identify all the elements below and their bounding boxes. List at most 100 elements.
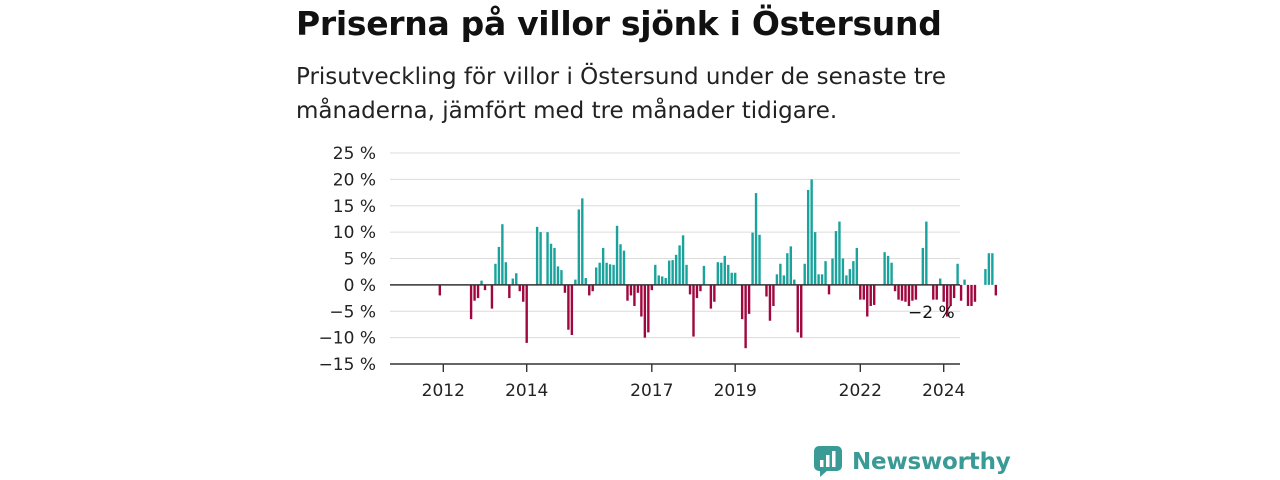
x-tick-label: 2022 <box>839 381 882 401</box>
bar <box>709 284 713 309</box>
bar <box>949 284 952 306</box>
bar <box>775 274 779 285</box>
bar <box>862 284 865 300</box>
bars <box>438 179 998 349</box>
bar <box>925 221 928 285</box>
bar <box>987 253 991 285</box>
bar <box>661 276 664 285</box>
bar <box>963 279 966 285</box>
chart-subtitle: Prisutveckling för villor i Östersund un… <box>296 64 947 124</box>
bar <box>956 263 959 285</box>
bar <box>820 274 824 285</box>
bar <box>535 226 539 285</box>
bar <box>588 284 591 296</box>
bar <box>866 284 869 317</box>
bar <box>786 253 789 285</box>
bar <box>525 284 528 343</box>
bar <box>692 284 695 337</box>
bar <box>869 284 872 306</box>
bar <box>549 243 553 285</box>
bar <box>845 275 848 285</box>
bar <box>581 198 584 285</box>
bar <box>907 284 911 306</box>
bar <box>911 284 914 301</box>
newsworthy-logo-icon <box>814 446 842 477</box>
bar <box>480 280 483 285</box>
x-tick-label: 2024 <box>922 381 965 401</box>
bar <box>782 275 786 285</box>
bar <box>810 179 813 285</box>
bar <box>508 284 511 299</box>
bar <box>768 284 772 321</box>
bar <box>595 267 598 285</box>
bar <box>685 264 688 285</box>
bar <box>942 284 945 302</box>
bar <box>553 247 556 285</box>
bar <box>556 266 560 285</box>
bar <box>893 284 897 292</box>
bar <box>848 269 852 285</box>
bar <box>834 231 838 285</box>
bar <box>803 263 806 285</box>
y-tick-label: 0 % <box>344 276 376 296</box>
bar <box>615 225 619 285</box>
bar <box>897 284 900 300</box>
bar <box>657 275 660 285</box>
bar <box>494 263 497 285</box>
bar <box>522 284 525 302</box>
bar <box>483 284 487 291</box>
bar <box>806 189 810 285</box>
x-axis-ticks: 2012 2014 2017 2019 2022 2024 <box>422 364 965 401</box>
bar <box>994 284 998 296</box>
bar <box>654 264 657 285</box>
bar <box>824 261 827 285</box>
bar <box>796 284 799 333</box>
bar <box>855 247 859 285</box>
bar <box>640 284 643 317</box>
bar <box>747 284 751 314</box>
bar <box>765 284 768 297</box>
x-tick-label: 2019 <box>714 381 757 401</box>
bar <box>688 284 692 295</box>
bar <box>699 284 702 292</box>
last-value-annotation: −2 % <box>908 303 955 323</box>
bar <box>991 253 994 285</box>
bar <box>473 284 476 301</box>
bar <box>859 284 862 300</box>
chart-title: Priserna på villor sjönk i Östersund <box>296 4 942 43</box>
bar <box>671 260 674 285</box>
bar <box>647 284 650 333</box>
bar <box>497 246 501 285</box>
bar <box>546 232 549 285</box>
bar <box>966 284 970 306</box>
bar <box>619 244 622 285</box>
bar <box>591 284 594 292</box>
bar <box>744 284 747 349</box>
bar <box>716 262 720 285</box>
bar <box>932 284 935 300</box>
bar <box>563 284 567 293</box>
bar <box>734 272 737 285</box>
bar <box>577 209 581 285</box>
bar <box>490 284 494 309</box>
bar <box>758 234 761 285</box>
bar <box>574 279 577 285</box>
bar <box>904 284 907 302</box>
bar <box>674 254 678 285</box>
bar <box>727 264 730 285</box>
bar <box>515 273 518 285</box>
bar <box>973 284 977 302</box>
bar <box>890 262 893 285</box>
bar <box>945 284 949 317</box>
bar <box>959 284 963 301</box>
bar <box>914 284 918 300</box>
bar <box>813 232 817 285</box>
bar <box>567 284 570 330</box>
y-tick-label: 10 % <box>333 223 376 243</box>
y-tick-label: 25 % <box>333 144 376 164</box>
bar <box>800 284 803 338</box>
bar <box>476 284 480 299</box>
y-tick-label: −15 % <box>319 355 376 375</box>
bar <box>570 284 574 335</box>
